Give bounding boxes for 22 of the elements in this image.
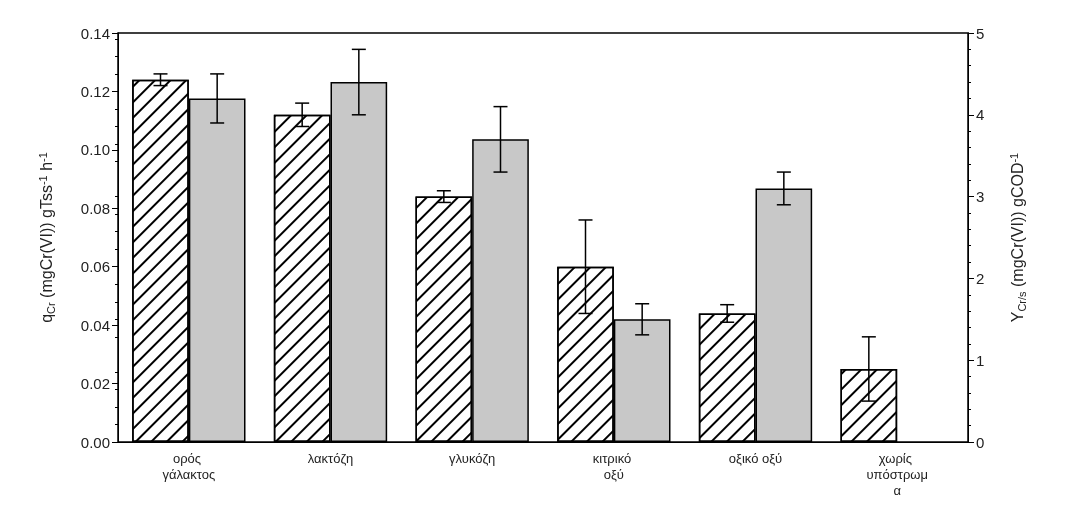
y2-tick-label: 1 — [976, 351, 985, 369]
y2-tick-label: 0 — [976, 433, 985, 451]
y-tick-label: 0.06 — [80, 258, 110, 276]
y-tick-label: 0.04 — [80, 316, 110, 334]
y-tick-label: 0.08 — [80, 199, 110, 217]
y2-tick-label: 2 — [976, 269, 985, 287]
y2-axis-title: YCr/s (mgCr(VI)) gCOD-1 — [1007, 152, 1028, 323]
y-tick-label: 0.10 — [80, 141, 110, 159]
x-tick-label: ορός γάλακτος — [162, 450, 216, 482]
x-tick-label: λακτόζη — [307, 450, 354, 466]
x-tick-label: κιτρικό οξύ — [592, 450, 635, 482]
x-tick-label: χωρίς υπόστρωμα — [866, 450, 928, 498]
y-tick-label: 0.12 — [80, 82, 110, 100]
x-tick-label: γλυκόζη — [449, 450, 496, 466]
y-tick-label: 0.00 — [80, 433, 110, 451]
y-tick-label: 0.14 — [80, 24, 110, 42]
y-axis-title: qCr (mgCr(VI)) gTss-1 h-1 — [36, 152, 57, 323]
y-tick-label: 0.02 — [80, 375, 110, 393]
y2-tick-label: 3 — [976, 188, 985, 206]
y2-tick-label: 5 — [976, 24, 985, 42]
y2-tick-label: 4 — [976, 106, 985, 124]
x-tick-label: οξικό οξύ — [728, 450, 783, 466]
